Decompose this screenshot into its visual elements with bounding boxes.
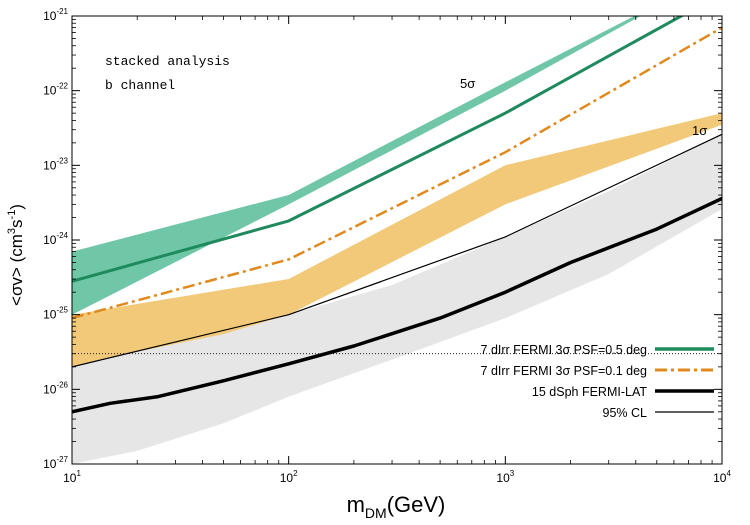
band-1 (72, 113, 722, 387)
y-tick-label-1: 10-26 (43, 380, 68, 396)
x-tick-label-2: 103 (496, 469, 514, 485)
bands-layer (72, 16, 722, 464)
y-tick-label-2: 10-25 (43, 306, 68, 322)
x-tick-label-3: 104 (713, 469, 731, 485)
y-tick-label-3: 10-24 (43, 231, 68, 247)
annotation-one-sigma: 1σ (692, 123, 707, 138)
y-tick-label-6: 10-21 (43, 7, 68, 23)
legend-label-dsph: 15 dSph FERMI-LAT (532, 385, 647, 399)
series-line-1 (72, 26, 722, 320)
annotation-stacked-analysis: stacked analysis (105, 54, 230, 69)
annotation-b-channel: b channel (105, 78, 175, 93)
band-0 (72, 16, 641, 315)
band-2 (72, 134, 722, 464)
legend: 7 dIrr FERMI 3σ PSF=0.5 deg 7 dIrr FERMI… (481, 343, 714, 420)
y-tick-label-5: 10-22 (43, 82, 68, 98)
series-line-0 (72, 16, 685, 283)
y-tick-label-4: 10-23 (43, 156, 68, 172)
legend-label-psf01: 7 dIrr FERMI 3σ PSF=0.1 deg (481, 364, 648, 378)
x-tick-label-0: 101 (63, 469, 81, 485)
legend-label-psf05: 7 dIrr FERMI 3σ PSF=0.5 deg (481, 343, 648, 357)
series-line-3 (72, 133, 722, 368)
y-axis-title: <σv> (cm3s-1) (6, 204, 26, 306)
series-line-2 (72, 196, 722, 414)
series-layer (72, 16, 722, 414)
ticks-layer: 101 102 103 104 10-27 10-26 10-25 10-24 10-23 10-… (43, 7, 731, 485)
legend-label-95cl: 95% CL (603, 406, 648, 420)
x-tick-label-1: 102 (280, 469, 298, 485)
annotation-five-sigma: 5σ (460, 76, 475, 91)
x-axis-title: mDM(GeV) (347, 492, 446, 521)
y-tick-label-0: 10-27 (43, 455, 68, 471)
